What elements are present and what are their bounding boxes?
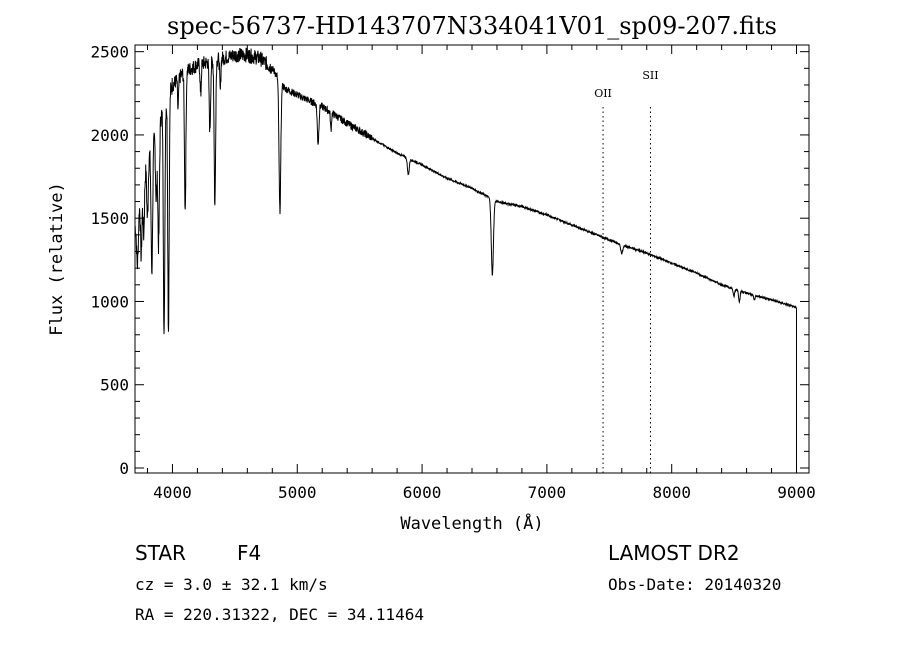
object-class: STAR: [135, 541, 186, 565]
y-axis: 0 500 1000 1500 2000 2500: [90, 43, 809, 478]
y-tick-label: 1000: [90, 292, 129, 311]
y-tick-label: 2500: [90, 43, 129, 62]
x-tick-label: 5000: [278, 483, 317, 502]
marker-label: SII: [642, 69, 658, 82]
x-tick-label: 9000: [777, 483, 816, 502]
x-tick-label: 7000: [528, 483, 567, 502]
spectrum-line: [134, 47, 797, 470]
coordinates-text: RA = 220.31322, DEC = 34.11464: [135, 605, 424, 624]
obs-date-text: Obs-Date: 20140320: [608, 575, 781, 594]
object-subclass: F4: [237, 541, 261, 565]
x-tick-label: 8000: [652, 483, 691, 502]
y-tick-label: 1500: [90, 209, 129, 228]
y-axis-label: Flux (relative): [47, 182, 67, 336]
plot-frame: [134, 44, 810, 474]
x-tick-label: 4000: [153, 483, 192, 502]
y-tick-label: 500: [100, 376, 129, 395]
survey-label: LAMOST DR2: [608, 541, 740, 565]
x-axis: 4000 5000 6000 7000 8000 9000: [146, 45, 816, 502]
y-tick-label: 0: [119, 459, 129, 478]
line-markers: OII SII: [594, 69, 659, 473]
redshift-text: cz = 3.0 ± 32.1 km/s: [135, 575, 328, 594]
chart-title: spec-56737-HD143707N334041V01_sp09-207.f…: [167, 12, 777, 40]
x-tick-label: 6000: [403, 483, 442, 502]
x-axis-label: Wavelength (Å): [400, 512, 543, 534]
marker-label: OII: [594, 87, 612, 100]
y-tick-label: 2000: [90, 126, 129, 145]
